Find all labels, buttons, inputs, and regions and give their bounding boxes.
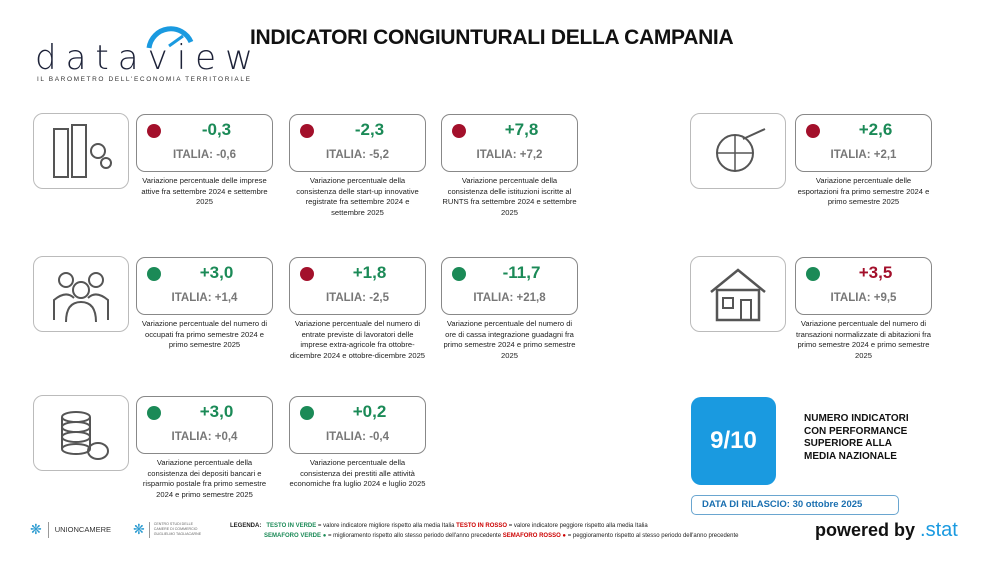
score-label: NUMERO INDICATORI CON PERFORMANCE SUPERI… [804, 413, 909, 462]
indicator-card: +1,8 ITALIA: -2,5 [289, 257, 426, 315]
indicator-description: Variazione percentuale del numero di ore… [443, 319, 576, 360]
indicator-value: -2,3 [354, 120, 385, 139]
traffic-light-red-icon [300, 124, 314, 138]
flower-icon: ❋ [30, 521, 42, 537]
indicator-value: +1,8 [352, 263, 387, 282]
indicator-description: Variazione percentuale del numero di ent… [289, 319, 426, 360]
italia-value: ITALIA: +7,2 [476, 149, 543, 161]
indicator-card: -0,3 ITALIA: -0,6 [136, 114, 273, 172]
page-title: INDICATORI CONGIUNTURALI DELLA CAMPANIA [250, 26, 734, 49]
indicator-description: Variazione percentuale della consistenza… [442, 176, 577, 217]
traffic-light-red-icon [452, 124, 466, 138]
legend-green-light-desc: = miglioramento rispetto allo stesso per… [326, 533, 503, 539]
indicator-card: +3,0 ITALIA: +1,4 [136, 257, 273, 315]
legend-green-light: SEMAFORO VERDE [264, 533, 322, 539]
legend-red-light-desc: = peggioramento rispetto al stesso perio… [566, 533, 739, 539]
indicator-value: +3,0 [199, 402, 234, 421]
indicator-description: Variazione percentuale delle imprese att… [141, 176, 268, 206]
indicator-description: Variazione percentuale della consistenza… [296, 176, 419, 217]
indicator-description: Variazione percentuale della consistenza… [289, 458, 426, 488]
cstat-logo: .stat [920, 519, 958, 541]
logo-subtitle: IL BAROMETRO DELL'ECONOMIA TERRITORIALE [37, 76, 252, 83]
indicator-description: Variazione percentuale delle esportazion… [797, 176, 930, 206]
flower-icon: ❋ [133, 521, 145, 537]
house-icon [690, 256, 786, 332]
italia-value: ITALIA: +21,8 [473, 292, 546, 304]
indicator-card: +2,6 ITALIA: +2,1 [795, 114, 932, 172]
indicator-value: +0,2 [352, 402, 387, 421]
traffic-light-green-icon [452, 267, 466, 281]
italia-value: ITALIA: +9,5 [830, 292, 897, 304]
legend-label: LEGENDA: [230, 523, 262, 529]
legend-red-text: TESTO IN ROSSO [456, 523, 508, 529]
legend-red-text-desc: = valore indicatore peggiore rispetto al… [507, 523, 648, 529]
release-date: DATA DI RILASCIO: 30 ottobre 2025 [691, 495, 899, 515]
legend-green-text: TESTO IN VERDE [266, 523, 317, 529]
traffic-light-red-icon [300, 267, 314, 281]
indicator-description: Variazione percentuale della consistenza… [142, 458, 267, 499]
powered-by: powered by .stat [815, 519, 958, 542]
traffic-light-green-icon [300, 406, 314, 420]
traffic-light-green-icon [147, 267, 161, 281]
indicator-card: -2,3 ITALIA: -5,2 [289, 114, 426, 172]
italia-value: ITALIA: +0,4 [171, 431, 238, 443]
coins-icon [33, 395, 129, 471]
indicator-card: -11,7 ITALIA: +21,8 [441, 257, 578, 315]
indicator-description: Variazione percentuale del numero di occ… [141, 319, 268, 349]
gauge-icon [146, 26, 194, 49]
tagliacarne-logo: ❋ CENTRO STUDI DELLE CAMERE DI COMMERCIO… [133, 521, 202, 538]
italia-value: ITALIA: +2,1 [830, 149, 897, 161]
indicator-value: -11,7 [502, 263, 541, 282]
indicator-value: +3,0 [199, 263, 234, 282]
buildings-gears-icon [33, 113, 129, 189]
indicator-value: -0,3 [201, 120, 232, 139]
indicator-card: +0,2 ITALIA: -0,4 [289, 396, 426, 454]
indicator-card: +3,0 ITALIA: +0,4 [136, 396, 273, 454]
indicator-description: Variazione percentuale del numero di tra… [795, 319, 932, 360]
italia-value: ITALIA: -2,5 [325, 292, 390, 304]
legend-red-light: SEMAFORO ROSSO [502, 533, 561, 539]
score-value: 9/10 [710, 427, 757, 454]
indicator-card: +7,8 ITALIA: +7,2 [441, 114, 578, 172]
legend-green-text-desc: = valore indicatore migliore rispetto al… [316, 523, 457, 529]
indicator-value: +3,5 [858, 263, 893, 282]
italia-value: ITALIA: -0,4 [325, 431, 390, 443]
people-icon [33, 256, 129, 332]
score-box: 9/10 [691, 397, 776, 485]
traffic-light-red-icon [147, 124, 161, 138]
traffic-light-green-icon [806, 267, 820, 281]
italia-value: ITALIA: +1,4 [171, 292, 238, 304]
italia-value: ITALIA: -5,2 [325, 149, 390, 161]
indicator-value: +2,6 [858, 120, 893, 139]
traffic-light-red-icon [806, 124, 820, 138]
globe-plane-icon [690, 113, 786, 189]
dataview-logo: dataview [35, 38, 262, 78]
legend: LEGENDA: TESTO IN VERDE = valore indicat… [230, 523, 739, 539]
powered-label: powered by [815, 520, 916, 540]
unioncamere-logo: ❋ UNIONCAMERE [30, 521, 111, 538]
indicator-value: +7,8 [504, 120, 539, 139]
italia-value: ITALIA: -0,6 [172, 149, 237, 161]
traffic-light-green-icon [147, 406, 161, 420]
indicator-card: +3,5 ITALIA: +9,5 [795, 257, 932, 315]
